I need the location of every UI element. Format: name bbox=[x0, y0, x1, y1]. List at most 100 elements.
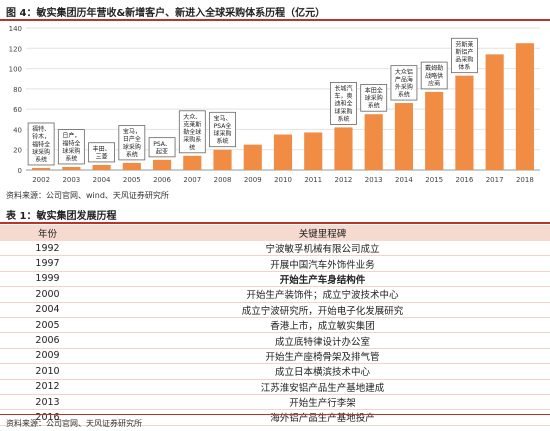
annotation-text: 勒全球 bbox=[183, 128, 201, 136]
annotation-text: 戴姆勒 bbox=[425, 64, 443, 72]
annotation-text: 宝马、 bbox=[214, 114, 232, 122]
annotation-text: 外采购 bbox=[395, 83, 413, 91]
annotation-text: 大众、 bbox=[183, 113, 201, 121]
annotation-text: 系统 bbox=[65, 154, 77, 162]
table-source: 资料来源：公司官网、天风证券研究所 bbox=[6, 419, 142, 428]
annotation-text: 迪和全 bbox=[334, 100, 352, 108]
row-milestone: 开展中国汽车外饰件业务 bbox=[95, 255, 550, 272]
x-tick-label: 2007 bbox=[183, 176, 201, 184]
row-milestone: 开始生产车身结构件 bbox=[95, 271, 550, 288]
annotation-text: 日产全 bbox=[123, 135, 141, 143]
title-rule bbox=[0, 19, 550, 21]
table-row: 2010 成立日本横滨技术中心 bbox=[0, 363, 550, 380]
annotation-box bbox=[390, 65, 418, 101]
figure-title: 图 4：敏实集团历年营收&新增客户、新进入全球采购体系历程（亿元） bbox=[6, 8, 326, 19]
table-row: 2000 开始生产装饰件；成立宁波技术中心 bbox=[0, 286, 550, 303]
row-milestone: 成立宁波研究所，开始电子化发展研究 bbox=[95, 302, 550, 318]
row-milestone: 香港上市，成立敏实集团 bbox=[95, 317, 550, 334]
x-tick-label: 2011 bbox=[304, 176, 322, 184]
table-bottom-rule bbox=[0, 414, 550, 415]
bar bbox=[92, 164, 111, 170]
table-row: 2012 江苏淮安铝产品生产基地建成 bbox=[0, 379, 550, 395]
row-year: 2010 bbox=[0, 363, 95, 380]
row-year: 2013 bbox=[0, 394, 95, 411]
annotation-text: 起亚 bbox=[156, 147, 168, 155]
annotation-text: 产品海 bbox=[395, 75, 413, 83]
annotation-text: 球采购 bbox=[62, 147, 80, 155]
x-tick-label: 2006 bbox=[153, 176, 171, 184]
annotation-text: 宝马， bbox=[123, 128, 141, 136]
row-milestone: 开始生产座椅骨架及排气管 bbox=[95, 348, 550, 365]
x-tick-label: 2017 bbox=[486, 176, 504, 184]
row-year: 2000 bbox=[0, 286, 95, 303]
figure-source: 资料来源：公司官网、wind、天风证券研究所 bbox=[6, 191, 169, 200]
x-tick-label: 2009 bbox=[244, 176, 262, 184]
x-tick-label: 2005 bbox=[123, 176, 141, 184]
y-tick-label: 140 bbox=[9, 25, 22, 33]
bar bbox=[334, 127, 353, 170]
y-tick-label: 40 bbox=[13, 126, 22, 134]
bar bbox=[455, 75, 474, 170]
y-tick-label: 80 bbox=[13, 86, 22, 94]
x-tick-label: 2013 bbox=[365, 176, 383, 184]
bar bbox=[394, 103, 414, 170]
bar bbox=[364, 114, 383, 170]
annotation-text: 斯铝产 bbox=[455, 48, 473, 56]
annotation-box bbox=[57, 129, 85, 165]
table-row: 2006 成立底特律设计办公室 bbox=[0, 332, 550, 349]
bar bbox=[273, 134, 293, 170]
annotation-text: 系统 bbox=[368, 102, 380, 110]
y-tick-label: 60 bbox=[13, 106, 22, 114]
annotation-box bbox=[148, 137, 176, 158]
table-row: 2009 开始生产座椅骨架及排气管 bbox=[0, 348, 550, 365]
annotation-text: 系统 bbox=[217, 137, 229, 145]
bar bbox=[32, 167, 51, 170]
annotation-text: 球采购 bbox=[214, 130, 232, 138]
row-milestone: 江苏淮安铝产品生产基地建成 bbox=[95, 379, 550, 395]
annotation-text: 铃木， bbox=[32, 133, 50, 141]
bar bbox=[304, 132, 323, 170]
y-tick-label: 0 bbox=[18, 167, 22, 175]
annotation-text: 系统 bbox=[35, 155, 47, 163]
annotation-text: 日产， bbox=[62, 132, 80, 140]
annotation-text: PSA全 bbox=[214, 122, 232, 130]
annotation-text: 福特全 bbox=[62, 139, 80, 147]
bar bbox=[122, 162, 141, 170]
annotation-box bbox=[420, 61, 448, 90]
bar bbox=[183, 155, 202, 170]
annotation-text: 丰田、 bbox=[93, 145, 111, 153]
row-milestone: 海外铝产品生产基地投产 bbox=[95, 409, 550, 426]
row-milestone: 开始生产装饰件；成立宁波技术中心 bbox=[95, 286, 550, 303]
annotation-text: 球采购 bbox=[334, 107, 352, 115]
revenue-bar-chart: 0 20 40 60 80 100 120 140 2002 2003 2004 2005 2006 20… bbox=[9, 25, 540, 184]
x-tick-label: 2014 bbox=[395, 176, 413, 184]
bar bbox=[485, 54, 504, 170]
table-row: 2005 香港上市，成立敏实集团 bbox=[0, 317, 550, 334]
row-year: 2006 bbox=[0, 332, 95, 349]
annotation-box bbox=[209, 111, 236, 148]
annotation-text: 战略供 bbox=[425, 72, 443, 80]
x-tick-label: 2003 bbox=[62, 176, 80, 184]
row-year: 1997 bbox=[0, 255, 95, 272]
table-row: 2013 开始生产行李架 bbox=[0, 394, 550, 411]
annotation-box bbox=[88, 142, 115, 163]
x-tick-label: 2008 bbox=[214, 176, 232, 184]
annotation-text: 系统 bbox=[126, 150, 138, 158]
row-milestone: 成立日本横滨技术中心 bbox=[95, 363, 550, 380]
row-year: 2009 bbox=[0, 348, 95, 365]
annotation-text: 球采购 bbox=[123, 143, 141, 151]
x-tick-label: 2016 bbox=[455, 176, 473, 184]
table-row: 2004 成立宁波研究所，开始电子化发展研究 bbox=[0, 302, 550, 318]
annotation-text: 劳斯莱 bbox=[455, 40, 473, 48]
annotation-text: 福特全 bbox=[32, 140, 50, 148]
row-milestone: 宁波敏孚机械有限公司成立 bbox=[95, 241, 550, 257]
annotation-text: 车，奥 bbox=[334, 92, 352, 100]
y-tick-label: 120 bbox=[9, 45, 22, 53]
annotation-box bbox=[178, 110, 206, 154]
x-tick-label: 2004 bbox=[93, 176, 111, 184]
x-tick-label: 2002 bbox=[32, 176, 50, 184]
annotation-box bbox=[27, 122, 55, 166]
annotation-text: 体系 bbox=[458, 63, 470, 71]
y-tick-label: 100 bbox=[9, 66, 22, 74]
row-year: 1992 bbox=[0, 241, 95, 257]
